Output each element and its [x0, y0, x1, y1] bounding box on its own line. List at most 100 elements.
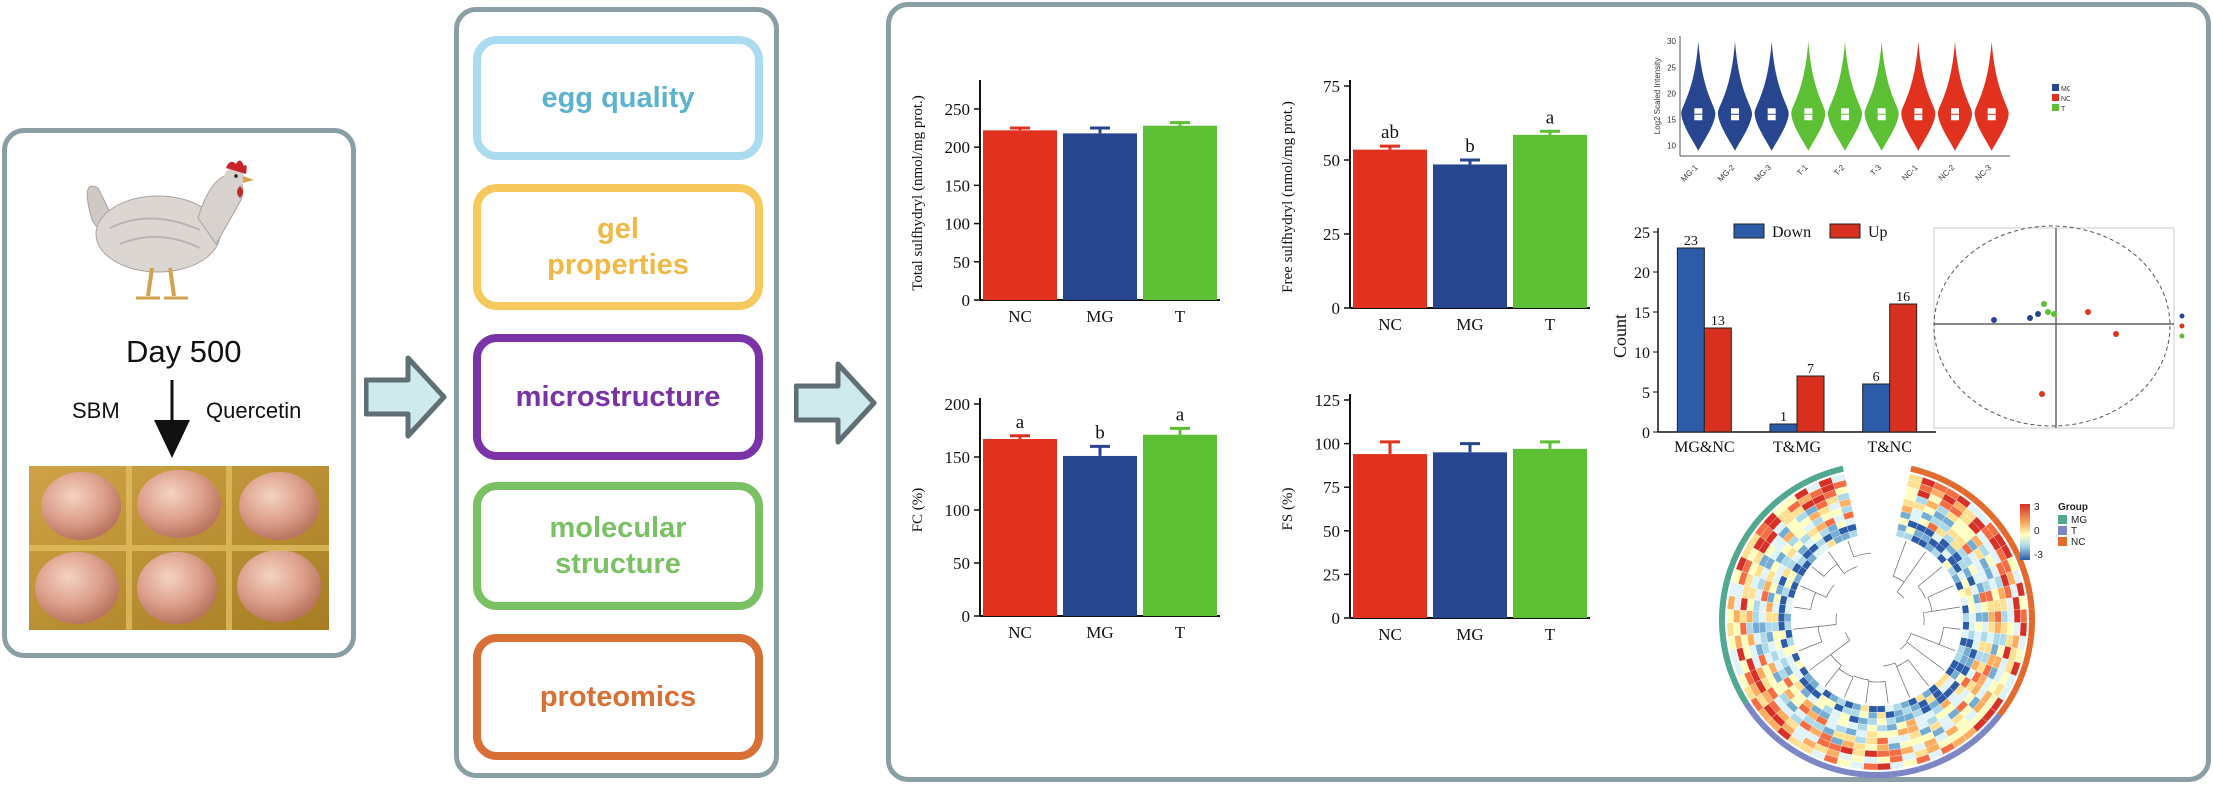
heatmap-cell	[1994, 622, 2002, 634]
y-tick-label: 25	[1323, 225, 1340, 244]
group-track-cell	[1936, 474, 1952, 487]
heatmap-cell	[1784, 604, 1793, 614]
group-track-cell	[1828, 465, 1844, 476]
y-tick-label: 100	[1315, 435, 1341, 454]
group-track-cell	[1757, 506, 1772, 521]
dendrogram-arc	[1917, 586, 1926, 599]
dendrogram-branch	[1847, 541, 1855, 558]
x-tick-label: NC	[1378, 315, 1402, 334]
violin-shape	[1827, 41, 1863, 151]
bar	[1796, 375, 1825, 433]
violin-shape	[1901, 41, 1936, 151]
heatmap-cell	[1784, 613, 1792, 622]
x-tick-label: MG	[1086, 307, 1113, 326]
heatmap-cell	[1771, 621, 1779, 632]
y-tick-label: 200	[945, 138, 971, 157]
microstructure-box: microstructure	[473, 334, 763, 460]
y-axis-label: Total sulfhydryl (nmol/mg prot.)	[910, 95, 926, 291]
violin-shape	[1864, 41, 1899, 151]
group-track-cell	[2024, 580, 2033, 596]
fc-chart: 0 50 100 150 200 FC (%) a NC b MG a T	[910, 395, 1220, 642]
dendrogram-branch	[1892, 541, 1907, 577]
bar	[1676, 247, 1705, 433]
heatmap-cell	[1962, 613, 1970, 622]
y-tick-label: 150	[945, 176, 971, 195]
dendrogram-arc	[1938, 627, 1944, 645]
heatmap-cell	[1733, 609, 1741, 623]
legend-label: Up	[1868, 224, 1888, 241]
egg-quality-label: egg quality	[541, 81, 695, 114]
heatmap-cell	[1968, 612, 1976, 622]
group-track-cell	[2017, 663, 2029, 680]
y-tick-label: 20	[1667, 89, 1676, 98]
group-track-cell	[2028, 622, 2035, 638]
x-tick-label: T	[1175, 623, 1186, 642]
violin-shape	[1681, 41, 1716, 151]
x-tick-label: T-2	[1832, 163, 1847, 178]
group-track-cell	[1782, 742, 1798, 755]
heatmap-cell	[1981, 621, 1989, 633]
dendrogram-branch	[1907, 659, 1930, 687]
group-track-cell	[1789, 480, 1805, 494]
heatmap-cell	[1830, 473, 1846, 484]
bar	[1353, 149, 1427, 308]
heatmap-cell	[1739, 622, 1748, 636]
pca-points	[1991, 301, 2119, 397]
heatmap-cell	[1739, 609, 1747, 623]
bar	[1769, 423, 1798, 433]
heatmap-cell	[1733, 622, 1741, 636]
data-label: 7	[1807, 362, 1814, 377]
significance-letter: a	[1176, 404, 1185, 425]
heatmap-cell	[1726, 608, 1734, 623]
group-track-cell	[1978, 723, 1993, 738]
x-tick-label: T-1	[1795, 163, 1810, 178]
y-tick-label: 25	[1323, 565, 1340, 584]
heatmap-cell	[1967, 603, 1976, 614]
y-tick-label: 15	[1634, 305, 1650, 322]
group-track-cell	[2025, 636, 2035, 652]
group-track-cell	[1967, 733, 1983, 747]
bar	[1143, 434, 1217, 616]
group-track-cell	[1767, 496, 1782, 511]
group-track-cell	[1982, 506, 1997, 521]
bar	[983, 438, 1057, 616]
heatmap-cell	[1975, 621, 1983, 632]
bar	[1513, 134, 1587, 308]
data-label: 6	[1873, 370, 1880, 385]
legend-label: T	[2061, 106, 2066, 113]
heatmap-cell	[1778, 621, 1786, 632]
dendrogram-arc	[1843, 566, 1858, 574]
y-axis-label: FS (%)	[1280, 488, 1296, 531]
heatmap-cell	[1778, 612, 1786, 622]
heatmap-cell	[1876, 762, 1891, 771]
heatmap-cell	[1746, 610, 1754, 623]
group-track-cell	[2026, 594, 2035, 609]
molecular-structure-box: molecular structure	[473, 482, 763, 610]
x-tick-label: MG-3	[1753, 163, 1774, 184]
y-tick-label: 30	[1667, 37, 1676, 46]
heatmap-cell	[1876, 750, 1890, 758]
dendrogram-branch	[1917, 566, 1943, 587]
heatmap-cell	[1994, 610, 2002, 623]
dendrogram-arc	[1826, 584, 1835, 598]
gel-properties-box: gel properties	[473, 184, 763, 310]
heatmap-cell	[1746, 622, 1754, 635]
y-tick-label: 5	[1642, 385, 1650, 402]
significance-letter: ab	[1381, 122, 1399, 143]
group-track-cell	[1721, 580, 1730, 596]
dendrogram-branch	[1828, 551, 1845, 574]
y-axis-label: Free sulfhydryl (nmol/mg prot.)	[1280, 101, 1296, 293]
group-legend-title: Group	[2058, 502, 2088, 513]
heatmap-cell	[2013, 609, 2021, 623]
dendrogram-arc	[1899, 642, 1908, 650]
dendrogram-branch	[1927, 585, 1954, 598]
violin-shape	[1974, 41, 2009, 151]
bar	[983, 130, 1057, 300]
x-tick-label: T	[1545, 625, 1556, 644]
group-track-cell	[1960, 488, 1976, 502]
group-swatch-nc	[2058, 537, 2067, 546]
x-tick-label: T&MG	[1773, 439, 1821, 456]
bar	[1353, 454, 1427, 618]
y-tick-label: 75	[1323, 478, 1340, 497]
group-track-cell	[2005, 689, 2018, 705]
